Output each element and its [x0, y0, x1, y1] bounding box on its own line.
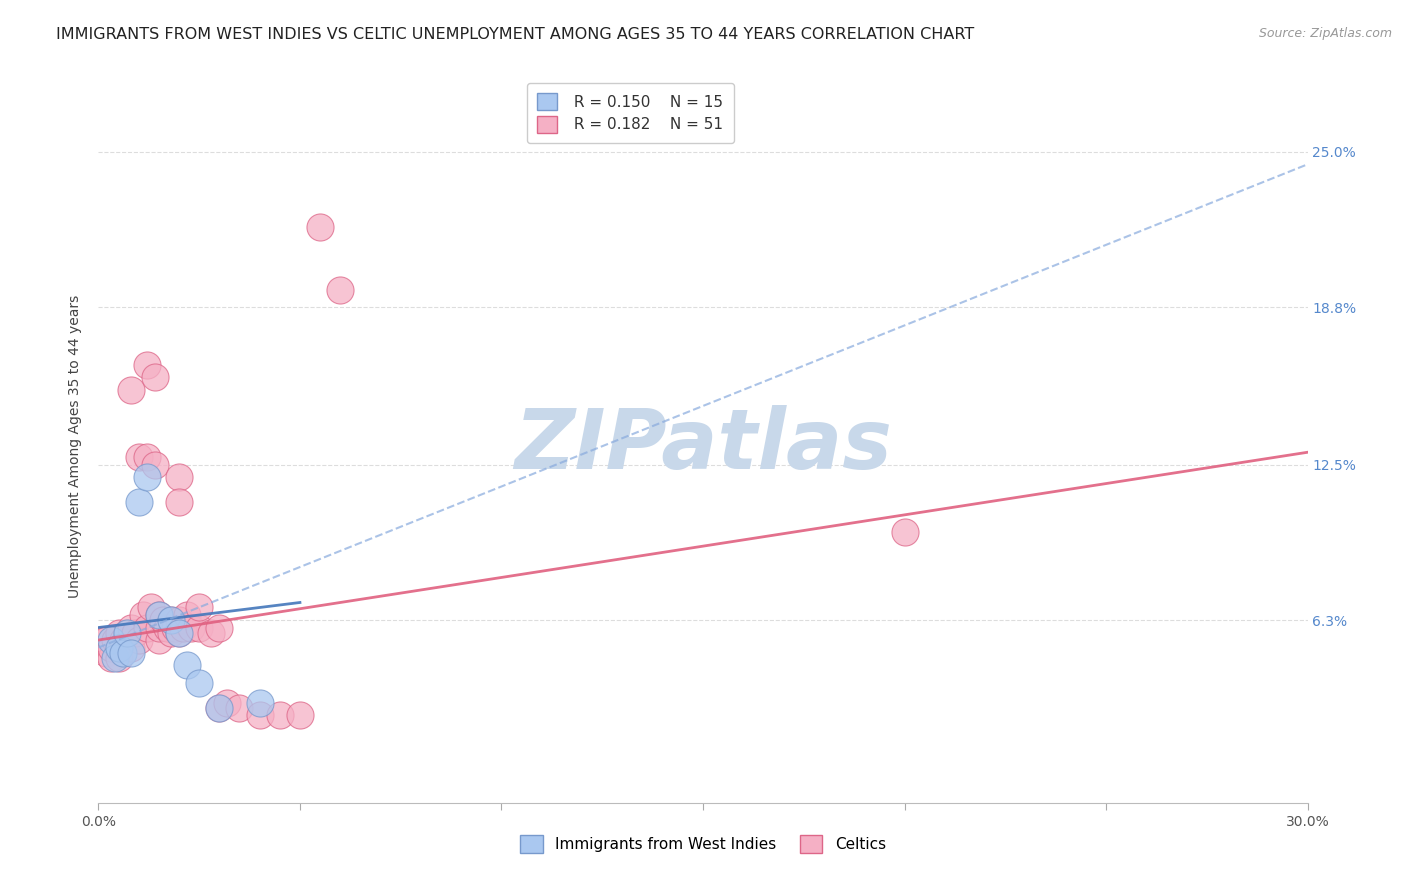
Point [107, 650, 129, 665]
Point [167, 613, 190, 627]
Point [103, 633, 125, 648]
Text: ZIPatlas: ZIPatlas [515, 406, 891, 486]
Point [135, 621, 157, 635]
Point [249, 708, 271, 723]
Point [111, 633, 134, 648]
Point [163, 621, 186, 635]
Point [135, 470, 157, 484]
Point [120, 640, 142, 655]
Point [132, 607, 155, 622]
Point [115, 625, 138, 640]
Point [160, 625, 183, 640]
Point [96, 646, 118, 660]
Point [100, 633, 122, 648]
Point [103, 650, 125, 665]
Point [96, 633, 118, 648]
Point [176, 607, 198, 622]
Point [228, 700, 250, 714]
Point [128, 450, 150, 465]
Point [148, 621, 170, 635]
Point [152, 613, 174, 627]
Point [120, 646, 142, 660]
Point [143, 370, 166, 384]
Y-axis label: Unemployment Among Ages 35 to 44 years: Unemployment Among Ages 35 to 44 years [69, 294, 83, 598]
Point [208, 621, 231, 635]
Point [148, 633, 170, 648]
Legend: Immigrants from West Indies, Celtics: Immigrants from West Indies, Celtics [515, 829, 891, 859]
Text: Source: ZipAtlas.com: Source: ZipAtlas.com [1258, 27, 1392, 40]
Point [135, 358, 157, 372]
Point [160, 613, 183, 627]
Point [124, 625, 146, 640]
Point [111, 646, 134, 660]
Point [148, 607, 170, 622]
Point [893, 525, 915, 540]
Point [208, 700, 231, 714]
Point [139, 600, 162, 615]
Point [120, 621, 142, 635]
Point [160, 613, 183, 627]
Point [167, 495, 190, 509]
Point [188, 621, 211, 635]
Text: IMMIGRANTS FROM WEST INDIES VS CELTIC UNEMPLOYMENT AMONG AGES 35 TO 44 YEARS COR: IMMIGRANTS FROM WEST INDIES VS CELTIC UN… [56, 27, 974, 42]
Point [188, 600, 211, 615]
Point [107, 625, 129, 640]
Point [167, 625, 190, 640]
Point [156, 621, 179, 635]
Point [107, 640, 129, 655]
Point [100, 640, 122, 655]
Point [143, 458, 166, 472]
Point [167, 470, 190, 484]
Point [269, 708, 291, 723]
Point [329, 283, 352, 297]
Point [217, 696, 239, 710]
Point [176, 658, 198, 673]
Point [288, 708, 311, 723]
Point [167, 625, 190, 640]
Point [200, 625, 222, 640]
Point [172, 621, 194, 635]
Point [188, 675, 211, 690]
Point [120, 383, 142, 397]
Point [115, 625, 138, 640]
Point [91, 633, 114, 648]
Point [128, 633, 150, 648]
Point [249, 696, 271, 710]
Point [208, 700, 231, 714]
Point [128, 495, 150, 509]
Point [100, 650, 122, 665]
Point [180, 621, 202, 635]
Point [309, 219, 332, 234]
Point [135, 450, 157, 465]
Point [148, 607, 170, 622]
